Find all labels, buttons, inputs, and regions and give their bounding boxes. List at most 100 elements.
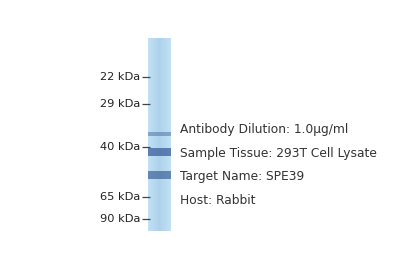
Bar — [169, 38, 170, 231]
Bar — [160, 148, 161, 156]
Bar — [152, 171, 153, 179]
Bar — [170, 132, 171, 136]
Bar — [158, 38, 159, 231]
Bar — [168, 171, 169, 179]
Text: 29 kDa: 29 kDa — [100, 99, 140, 109]
Text: 22 kDa: 22 kDa — [100, 72, 140, 82]
Bar — [151, 132, 152, 136]
Bar — [169, 132, 170, 136]
Text: Host: Rabbit: Host: Rabbit — [180, 194, 256, 207]
Bar — [167, 148, 168, 156]
Bar — [161, 171, 162, 179]
Bar — [159, 171, 160, 179]
Bar — [155, 148, 156, 156]
Bar — [163, 171, 164, 179]
Bar — [159, 132, 160, 136]
Bar — [160, 38, 161, 231]
Bar — [153, 148, 154, 156]
Bar — [152, 38, 153, 231]
Bar — [165, 171, 166, 179]
Bar — [164, 148, 165, 156]
Bar — [170, 171, 171, 179]
Bar — [164, 148, 165, 156]
Bar — [166, 132, 167, 136]
Bar — [148, 132, 149, 136]
Bar — [155, 38, 156, 231]
Bar — [152, 148, 153, 156]
Bar — [161, 132, 162, 136]
Bar — [150, 38, 151, 231]
Bar — [151, 38, 152, 231]
Bar — [155, 171, 156, 179]
Bar — [170, 132, 171, 136]
Bar — [168, 148, 169, 156]
Bar — [157, 171, 158, 179]
Bar — [158, 148, 159, 156]
Text: 90 kDa: 90 kDa — [100, 214, 140, 224]
Bar — [151, 132, 152, 136]
Bar — [151, 171, 152, 179]
Bar — [158, 132, 159, 136]
Bar — [159, 132, 160, 136]
Bar — [167, 148, 168, 156]
Text: 65 kDa: 65 kDa — [100, 191, 140, 202]
Bar — [151, 171, 152, 179]
Bar — [168, 171, 169, 179]
Bar — [154, 148, 155, 156]
Bar — [161, 38, 162, 231]
Text: Target Name: SPE39: Target Name: SPE39 — [180, 171, 304, 183]
Bar — [156, 171, 157, 179]
Bar — [161, 148, 162, 156]
Bar — [148, 148, 149, 156]
Bar — [152, 132, 153, 136]
Bar — [167, 38, 168, 231]
Bar — [165, 148, 166, 156]
Bar — [155, 148, 156, 156]
Bar — [157, 132, 158, 136]
Bar — [155, 132, 156, 136]
Bar — [149, 148, 150, 156]
Bar — [153, 171, 154, 179]
Bar — [149, 38, 150, 231]
Bar — [161, 132, 162, 136]
Bar — [148, 38, 149, 231]
Bar — [152, 148, 153, 156]
Bar — [161, 148, 162, 156]
Bar — [154, 38, 155, 231]
Bar — [162, 38, 163, 231]
Bar — [165, 171, 166, 179]
Bar — [164, 38, 165, 231]
Bar — [149, 38, 150, 231]
Bar — [162, 148, 163, 156]
Bar — [154, 132, 155, 136]
Bar — [149, 38, 150, 231]
Bar — [148, 171, 149, 179]
Bar — [153, 171, 154, 179]
Bar — [162, 148, 163, 156]
Bar — [164, 132, 165, 136]
Bar — [169, 132, 170, 136]
Bar — [159, 38, 160, 231]
Bar — [151, 148, 152, 156]
Bar — [169, 148, 170, 156]
Bar — [166, 171, 167, 179]
Bar — [164, 38, 165, 231]
Bar — [160, 132, 161, 136]
Bar — [155, 132, 156, 136]
Bar — [158, 171, 159, 179]
Bar — [156, 171, 157, 179]
Bar — [164, 171, 165, 179]
Bar — [152, 148, 153, 156]
Bar — [150, 132, 151, 136]
Bar — [160, 148, 161, 156]
Bar — [164, 171, 165, 179]
Bar — [168, 132, 169, 136]
Bar — [160, 132, 161, 136]
Bar — [155, 38, 156, 231]
Bar — [149, 132, 150, 136]
Bar — [149, 132, 150, 136]
Bar — [160, 171, 161, 179]
Bar — [159, 171, 160, 179]
Bar — [157, 148, 158, 156]
Bar — [160, 38, 161, 231]
